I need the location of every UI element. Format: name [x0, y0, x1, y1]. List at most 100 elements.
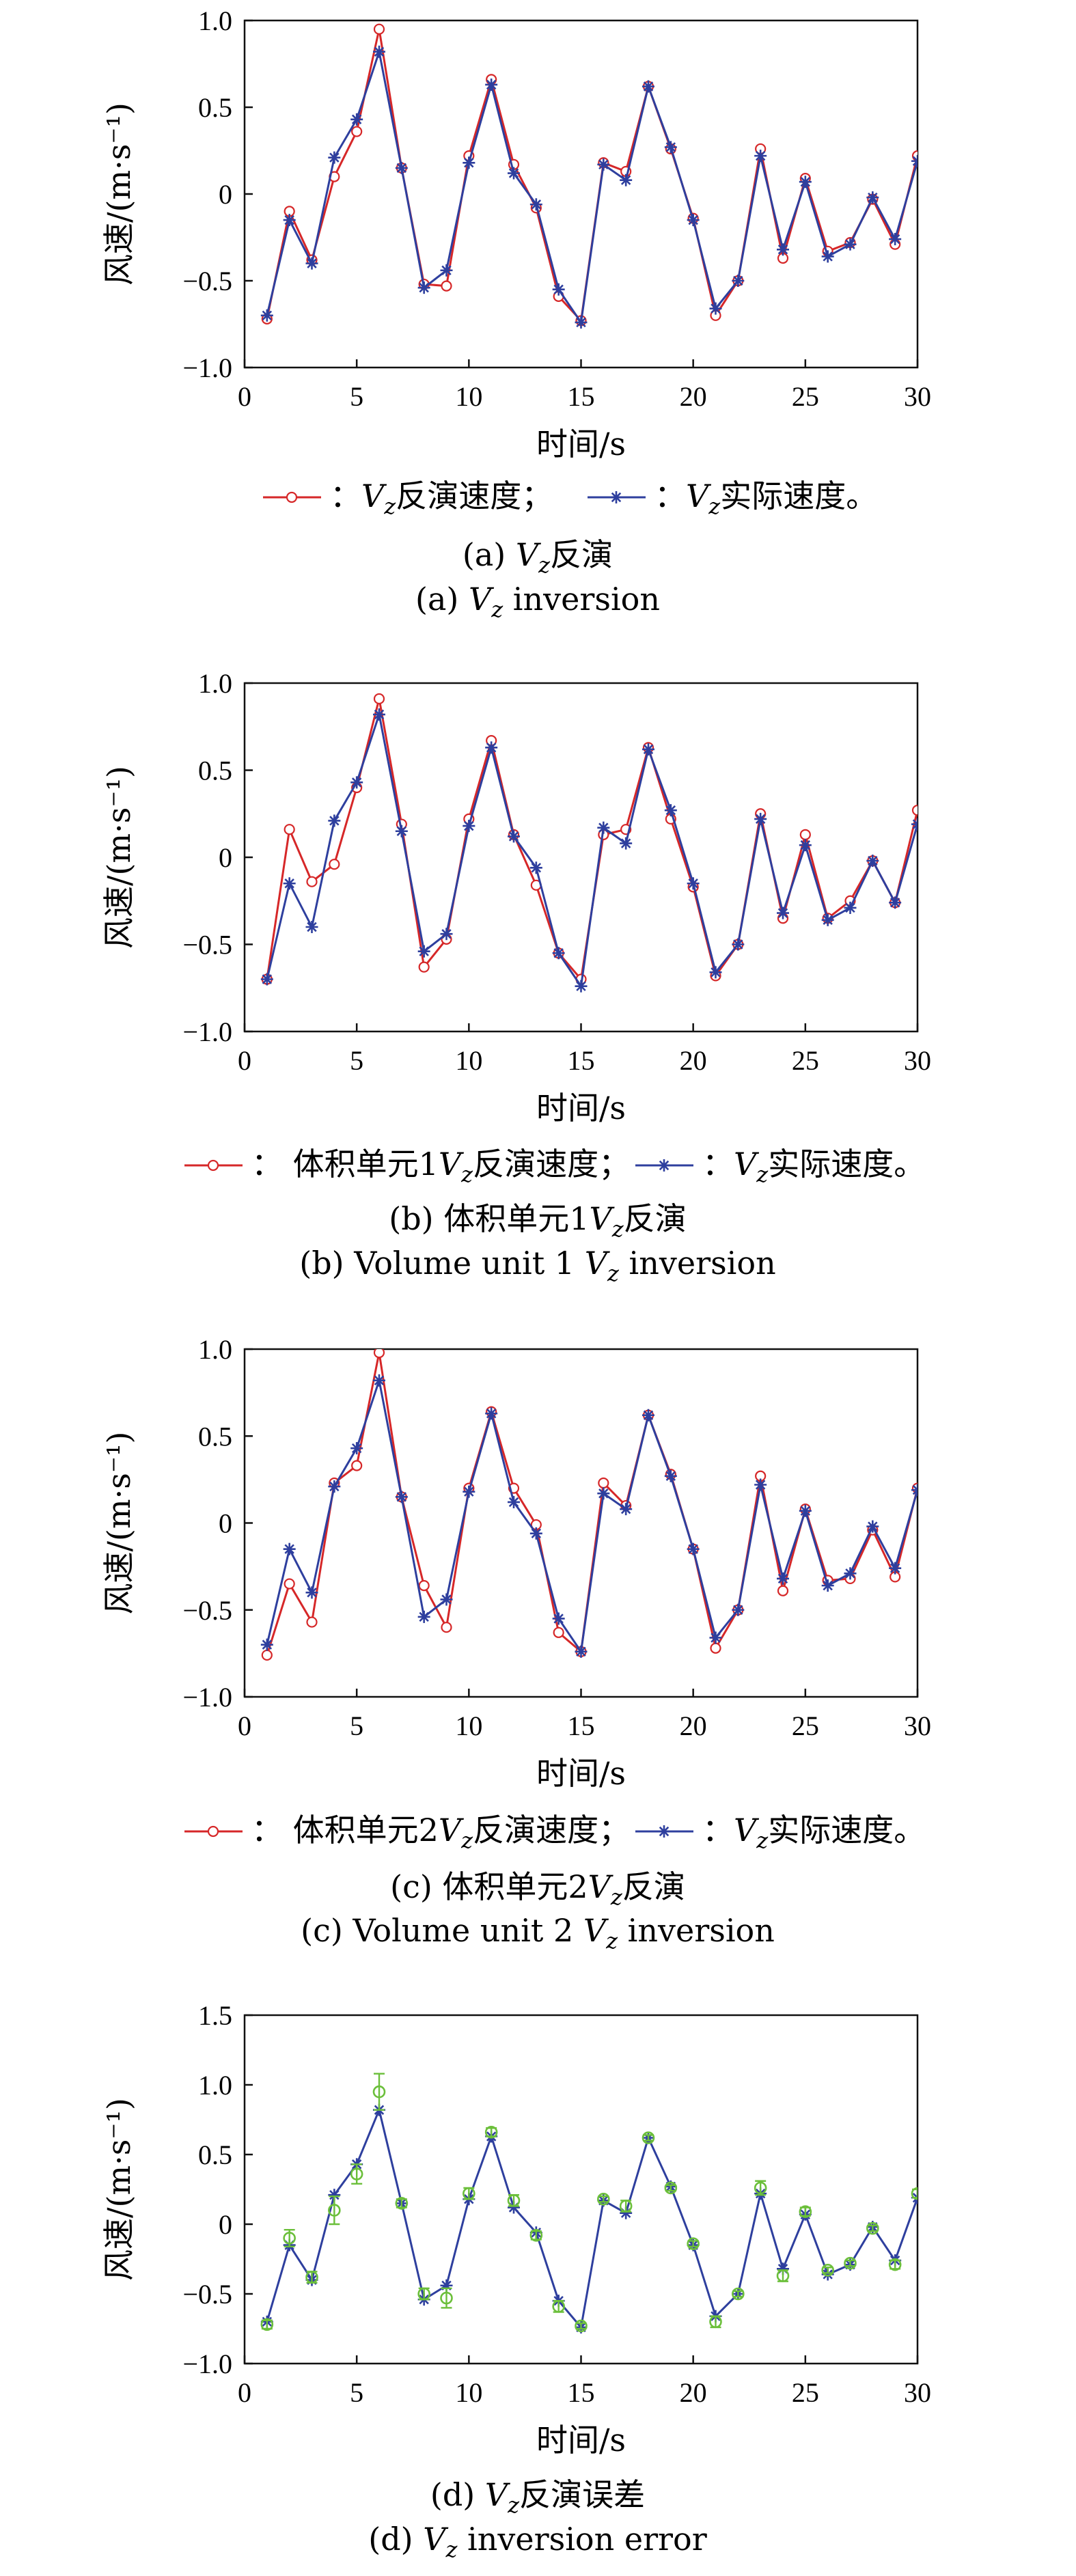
y-tick-label: 0 — [219, 842, 232, 873]
data-point — [373, 23, 385, 35]
data-point — [417, 1610, 430, 1623]
data-point — [417, 2287, 430, 2301]
x-tick-label: 10 — [455, 381, 482, 412]
x-tick-label: 20 — [680, 1711, 707, 1741]
data-point — [553, 1626, 564, 1638]
x-tick-label: 25 — [792, 1045, 819, 1076]
series-line — [266, 47, 918, 326]
data-point — [283, 214, 296, 227]
x-tick-label: 10 — [455, 1045, 482, 1076]
y-tick-label: 1.0 — [198, 5, 232, 36]
data-point — [866, 2221, 879, 2235]
legend: ： 体积单元1Vz反演速度； ：Vz实际速度。 — [184, 1146, 925, 1187]
chart-panel-a: 0 5 10 15 20 25 30 −1.0 −0.5 0 0.5 1.0 时间/s 风速/(m·s⁻¹… — [100, 5, 931, 622]
data-point — [440, 1593, 453, 1606]
x-tick-label: 0 — [238, 1045, 251, 1076]
x-tick-label: 0 — [238, 381, 251, 412]
legend-label: ： 体积单元1Vz反演速度； — [251, 1146, 630, 1187]
data-point — [440, 264, 453, 277]
data-point — [373, 1349, 385, 1359]
series-line — [266, 710, 918, 989]
data-point — [709, 2315, 722, 2329]
data-point — [395, 161, 408, 174]
data-point — [552, 1612, 565, 1625]
chart-panel-d: 0 5 10 15 20 25 30 −1.0 −0.5 0 0.5 1.0 1.5 时间/s 风速/(m·… — [100, 2000, 931, 2562]
caption-en: (a) Vz inversion — [415, 581, 660, 622]
data-point — [350, 113, 363, 126]
data-point — [732, 2287, 745, 2301]
legend-label: ：Vz反演速度； — [330, 477, 553, 519]
data-point — [799, 1504, 812, 1517]
x-axis-label: 时间/s — [536, 426, 626, 462]
caption-cn: (a) Vz反演 — [463, 536, 613, 578]
data-point — [911, 818, 918, 831]
data-point — [821, 913, 834, 926]
series-1 — [260, 708, 918, 993]
data-point — [911, 2187, 918, 2200]
data-point — [687, 2237, 700, 2250]
legend-marker — [610, 491, 622, 503]
data-point — [821, 250, 834, 263]
x-axis-label: 时间/s — [536, 1755, 626, 1792]
data-point — [664, 2181, 678, 2195]
x-tick-label: 0 — [238, 2377, 251, 2408]
data-point — [844, 901, 857, 914]
error-bar — [374, 2073, 385, 2111]
data-point — [508, 167, 520, 180]
data-point — [508, 1495, 520, 1508]
data-point — [821, 1579, 834, 1592]
data-point — [732, 1603, 745, 1616]
x-tick-label: 25 — [792, 2377, 819, 2408]
data-point — [372, 2085, 386, 2099]
data-point — [284, 824, 295, 835]
legend: ： 体积单元2Vz反演速度； ：Vz实际速度。 — [184, 1812, 925, 1853]
series-0 — [261, 23, 918, 327]
data-point — [799, 176, 812, 189]
legend-label: ：Vz实际速度。 — [654, 477, 877, 519]
data-point — [642, 80, 654, 93]
data-point — [529, 198, 542, 211]
data-point — [395, 2197, 409, 2210]
data-point — [484, 2126, 498, 2139]
data-point — [799, 829, 811, 840]
data-point — [844, 2256, 857, 2270]
data-point — [261, 1649, 273, 1661]
series-1 — [260, 1374, 918, 1658]
x-tick-label: 15 — [568, 1045, 595, 1076]
y-tick-label: 0.5 — [198, 2139, 232, 2170]
y-tick-label: −1.0 — [182, 1016, 232, 1047]
data-point — [373, 1374, 385, 1387]
plot-frame — [243, 2014, 919, 2365]
data-point — [328, 151, 341, 164]
data-point — [373, 45, 385, 58]
data-point — [418, 961, 430, 973]
legend-marker — [658, 1159, 670, 1172]
data-point — [754, 1478, 767, 1491]
x-tick-label: 15 — [568, 381, 595, 412]
data-point — [687, 214, 700, 227]
series-line — [266, 29, 918, 323]
y-tick-label: 1.0 — [198, 1334, 232, 1365]
data-point — [417, 281, 430, 294]
legend-marker — [207, 1159, 219, 1172]
error-bar — [441, 2287, 452, 2309]
x-tick-label: 0 — [238, 1711, 251, 1741]
y-tick-label: 0 — [219, 2209, 232, 2240]
y-tick-label: −1.0 — [182, 352, 232, 383]
data-point — [329, 859, 340, 870]
data-point — [620, 1503, 633, 1516]
data-point — [620, 174, 633, 186]
x-tick-label: 5 — [350, 381, 363, 412]
x-tick-label: 30 — [904, 381, 931, 412]
data-point — [889, 896, 902, 909]
data-point — [709, 966, 722, 979]
error-bar — [329, 2195, 340, 2226]
series-1 — [260, 45, 918, 329]
y-tick-label: 0.5 — [198, 1421, 232, 1452]
y-axis-label: 风速/(m·s⁻¹) — [100, 1432, 137, 1615]
data-point — [529, 861, 542, 874]
data-point — [440, 928, 453, 941]
data-point — [373, 708, 385, 721]
data-point — [305, 257, 318, 270]
data-point — [508, 830, 520, 843]
